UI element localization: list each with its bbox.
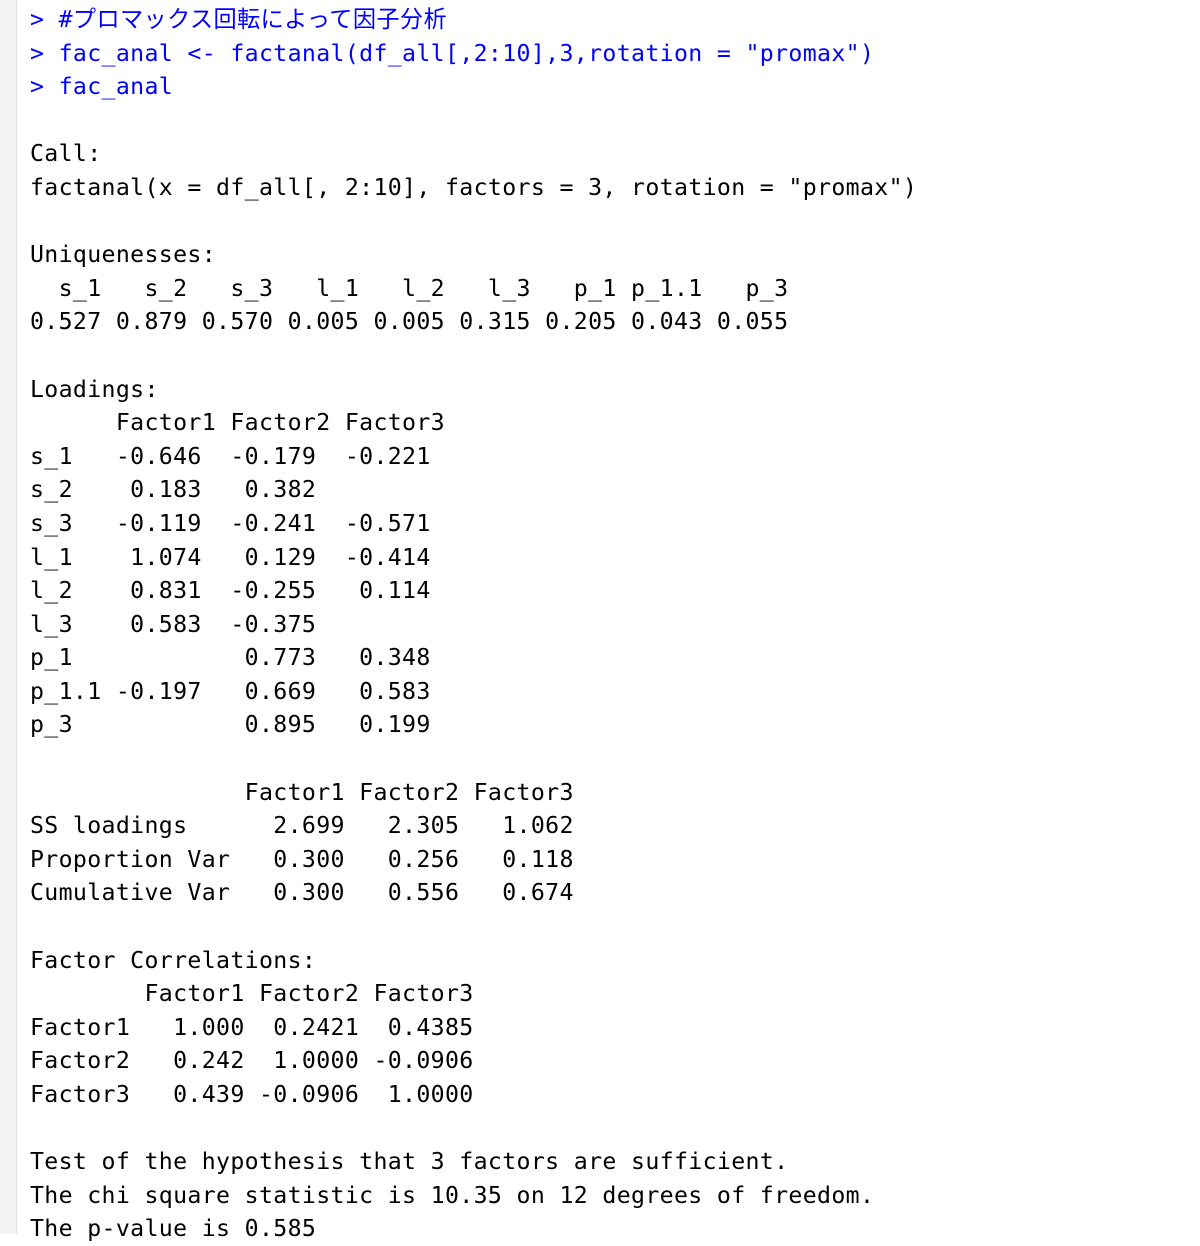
loadings-row: s_1 -0.646 -0.179 -0.221 [30,442,445,470]
variance-row: Cumulative Var 0.300 0.556 0.674 [30,879,574,907]
blank-line [30,910,1200,944]
loadings-row: s_3 -0.119 -0.241 -0.571 [30,509,445,537]
blank-line [30,339,1200,373]
correlations-heading: Factor Correlations: [30,946,317,974]
call-heading: Call: [30,140,102,168]
hypothesis-test-line: The p-value is 0.585 [30,1215,331,1243]
loadings-row: l_2 0.831 -0.255 0.114 [30,577,445,605]
console-command: > #プロマックス回転によって因子分析 [30,6,447,33]
blank-line [30,104,1200,138]
variance-row: Proportion Var 0.300 0.256 0.118 [30,845,574,873]
hypothesis-test-line: Test of the hypothesis that 3 factors ar… [30,1148,789,1176]
uniquenesses-names: s_1 s_2 s_3 l_1 l_2 l_3 p_1 p_1.1 p_3 [30,274,803,302]
call-text: factanal(x = df_all[, 2:10], factors = 3… [30,173,918,201]
console-gutter [0,0,17,1234]
blank-line [30,1112,1200,1146]
loadings-row: l_1 1.074 0.129 -0.414 [30,543,445,571]
variance-row: SS loadings 2.699 2.305 1.062 [30,812,574,840]
console-command: > fac_anal [30,73,174,101]
blank-line [30,205,1200,239]
uniquenesses-heading: Uniquenesses: [30,241,217,269]
correlations-header-row: Factor1 Factor2 Factor3 [30,980,474,1008]
loadings-header-row: Factor1 Factor2 Factor3 [30,409,445,437]
loadings-row: p_3 0.895 0.199 [30,711,445,739]
correlations-row: Factor3 0.439 -0.0906 1.0000 [30,1081,474,1108]
variance-header-row: Factor1 Factor2 Factor3 [30,778,574,806]
loadings-heading: Loadings: [30,375,159,403]
loadings-row: p_1.1 -0.197 0.669 0.583 [30,677,445,705]
loadings-row: p_1 0.773 0.348 [30,644,445,672]
blank-line [30,742,1200,776]
loadings-row: l_3 0.583 -0.375 [30,610,445,638]
console-command: > fac_anal <- factanal(df_all[,2:10],3,r… [30,39,875,67]
uniquenesses-values: 0.527 0.879 0.570 0.005 0.005 0.315 0.20… [30,308,803,336]
r-console-output: > #プロマックス回転によって因子分析 > fac_anal <- factana… [30,3,1200,1246]
hypothesis-test-line: The chi square statistic is 10.35 on 12 … [30,1181,875,1209]
loadings-row: s_2 0.183 0.382 [30,476,445,504]
correlations-row: Factor1 1.000 0.2421 0.4385 [30,1013,474,1041]
correlations-row: Factor2 0.242 1.0000 -0.0906 [30,1047,474,1075]
